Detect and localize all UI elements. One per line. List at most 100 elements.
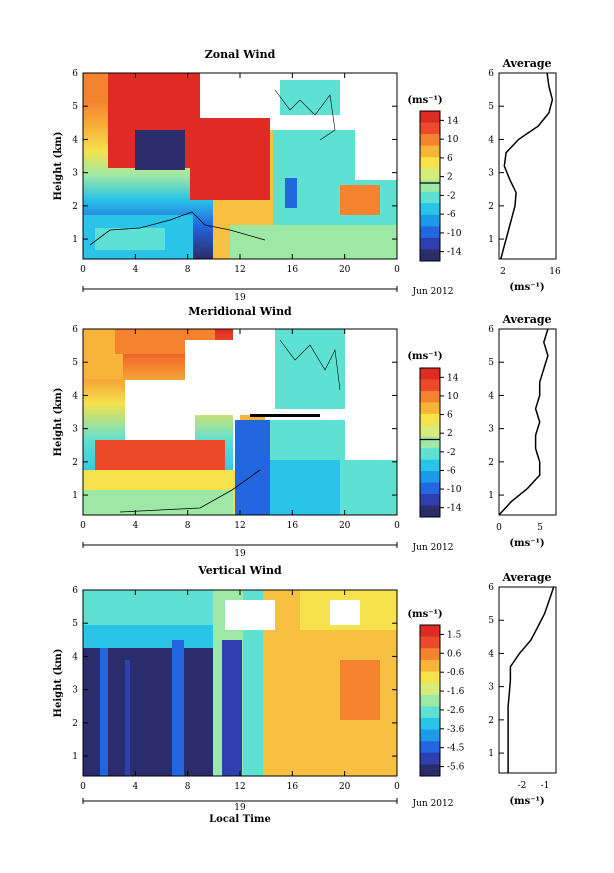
vertical-title: Vertical Wind — [197, 564, 282, 577]
zonal-title: Zonal Wind — [205, 48, 276, 61]
panel-zonal: Zonal Wind Height (km) 0 4 8 12 16 20 0123456 … — [53, 48, 561, 303]
zonal-avg-profile-line — [500, 72, 554, 260]
zonal-date-label: Jun 2012 — [412, 287, 454, 297]
zonal-avg-title: Average — [501, 57, 551, 70]
meridional-cbar-segment — [420, 402, 440, 415]
zonal-day-label: 19 — [234, 293, 246, 303]
vertical-cbar-segment — [420, 694, 440, 707]
vertical-xtick-label: 4 — [132, 782, 138, 792]
meridional-cbar-segment — [420, 413, 440, 426]
vertical-avg-xtick-1: -1 — [541, 781, 550, 791]
vertical-cbar-segment — [420, 706, 440, 719]
meridional-avg-ytick-label: 1 — [488, 491, 494, 501]
zonal-avg-xlabel: (ms⁻¹) — [509, 282, 544, 293]
zonal-cbar-tick: -6 — [447, 210, 456, 220]
zonal-cbar-segment — [420, 237, 440, 250]
meridional-avg-ytick-label: 2 — [488, 458, 494, 468]
meridional-ytick-label: 5 — [72, 358, 78, 368]
vertical-ylabel: Height (km) — [53, 649, 64, 718]
meridional-cbar-segment — [420, 471, 440, 484]
meridional-avg-xlabel: (ms⁻¹) — [509, 538, 544, 549]
zonal-xtick-label: 20 — [339, 265, 351, 275]
vertical-cbar-tick: -5.6 — [447, 763, 465, 773]
meridional-xtick-label: 0 — [80, 521, 86, 531]
meridional-date-label: Jun 2012 — [412, 543, 454, 553]
vertical-day-label: 19 — [234, 803, 246, 813]
zonal-xtick-label: 16 — [287, 265, 299, 275]
panel-vertical: Vertical Wind Height (km) 0 4 8 12 16 20 01234… — [53, 564, 557, 825]
zonal-cbar-segment — [420, 214, 440, 227]
vertical-avg-ytick-label: 3 — [488, 683, 494, 693]
meridional-cbar-segment — [420, 494, 440, 507]
meridional-cbar-tick: 14 — [447, 373, 459, 383]
zonal-ytick-label: 4 — [72, 135, 78, 145]
zonal-xtick-label: 4 — [132, 265, 138, 275]
meridional-ytick-label: 2 — [72, 458, 78, 468]
vertical-xtick-label: 0 — [80, 782, 86, 792]
vertical-cbar-segment — [420, 683, 440, 696]
vertical-cbar-segment — [420, 729, 440, 742]
meridional-day-label: 19 — [234, 549, 246, 559]
vertical-avg-axes: 1 2 3 4 5 6 — [488, 583, 504, 759]
meridional-avg-xtick-1: 5 — [537, 523, 543, 533]
zonal-avg-axes: 1 2 3 4 5 6 — [488, 69, 504, 245]
vertical-avg-xlabel: (ms⁻¹) — [509, 796, 544, 807]
vertical-day-bar-ends — [82, 798, 398, 804]
vertical-heatmap — [83, 590, 397, 776]
meridional-cbar-tick: 6 — [447, 411, 453, 421]
meridional-xtick-label: 0 — [394, 521, 400, 531]
vertical-ytick-label: 6 — [72, 586, 78, 596]
vertical-xtick-label: 12 — [234, 782, 245, 792]
meridional-cbar-tick: 10 — [447, 392, 459, 402]
meridional-cbar-segment — [420, 505, 440, 518]
meridional-cbar-segment — [420, 436, 440, 449]
meridional-cbar-segment — [420, 459, 440, 472]
vertical-ytick-label: 4 — [72, 652, 78, 662]
zonal-cbar-tick: -14 — [447, 248, 462, 258]
meridional-cbar-segment — [420, 390, 440, 403]
vertical-avg-profile-line — [507, 586, 555, 773]
meridional-avg-xtick-0: 0 — [496, 523, 502, 533]
zonal-cbar-tick: 10 — [447, 135, 459, 145]
vertical-colorbar: 1.5 0.6 -0.6 -1.6 -2.6 -3.6 -4.5 -5.6 — [419, 624, 465, 777]
meridional-cbar-frame — [419, 367, 441, 518]
vertical-cbar-segment — [420, 648, 440, 661]
meridional-avg-ytick-label: 4 — [488, 391, 494, 401]
vertical-avg-ytick-label: 5 — [488, 616, 494, 626]
vertical-avg-ytick-label: 4 — [488, 649, 494, 659]
vertical-ytick-label: 2 — [72, 719, 78, 729]
meridional-avg-ytick-label: 6 — [488, 325, 494, 335]
zonal-xtick-label: 0 — [80, 265, 86, 275]
zonal-xtick-label: 12 — [234, 265, 245, 275]
vertical-date-label: Jun 2012 — [412, 799, 454, 809]
zonal-cbar-tick: -10 — [447, 229, 462, 239]
meridional-cbar-tick: -6 — [447, 466, 456, 476]
zonal-xtick-label: 8 — [185, 265, 191, 275]
meridional-avg-ytick-label: 5 — [488, 358, 494, 368]
zonal-cbar-tick: 2 — [447, 173, 453, 183]
meridional-heatmap — [83, 329, 397, 515]
vertical-xtick-label: 16 — [287, 782, 299, 792]
vertical-cbar-tick: -4.5 — [447, 744, 465, 754]
zonal-cbar-unit: (ms⁻¹) — [407, 95, 442, 106]
vertical-cbar-tick: -3.6 — [447, 725, 465, 735]
zonal-ytick-label: 2 — [72, 202, 78, 212]
vertical-xtick-label: 0 — [394, 782, 400, 792]
zonal-cbar-segment — [420, 134, 440, 147]
zonal-cbar-tick: -2 — [447, 191, 456, 201]
meridional-cbar-segment — [420, 368, 440, 380]
vertical-cbar-segment — [420, 636, 440, 649]
zonal-cbar-segment — [420, 203, 440, 216]
meridional-ylabel: Height (km) — [53, 388, 64, 457]
zonal-xtick-label: 0 — [394, 265, 400, 275]
meridional-xtick-label: 16 — [287, 521, 299, 531]
meridional-cbar-segment — [420, 425, 440, 438]
vertical-avg-ytick-label: 6 — [488, 583, 494, 593]
meridional-ytick-label: 4 — [72, 391, 78, 401]
zonal-avg-ytick-label: 2 — [488, 202, 494, 212]
vertical-cbar-tick: -2.6 — [447, 706, 465, 716]
zonal-cbar-tick: 14 — [447, 116, 459, 126]
meridional-day-bar-ends — [82, 542, 398, 548]
meridional-title: Meridional Wind — [188, 305, 292, 318]
